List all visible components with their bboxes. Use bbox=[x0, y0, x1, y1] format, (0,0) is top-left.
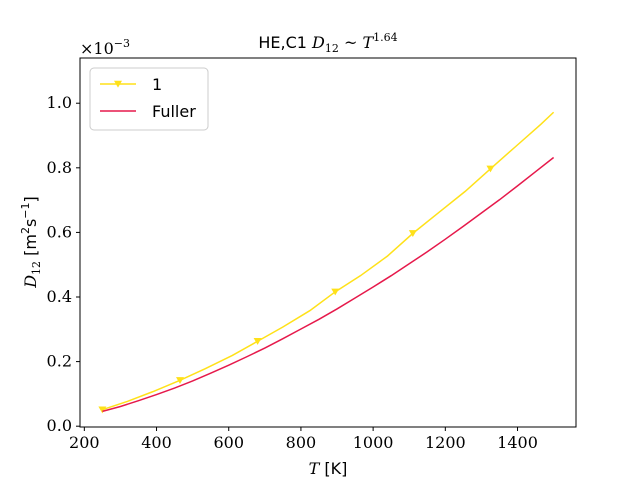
y-tick-label: 0.2 bbox=[47, 352, 72, 371]
plot-frame bbox=[79, 57, 577, 428]
y-tick-label: 0.8 bbox=[47, 158, 72, 177]
y-tick-label: 0.4 bbox=[47, 287, 72, 306]
legend-label-fuller: Fuller bbox=[152, 102, 196, 121]
y-tick-label: 0.6 bbox=[47, 222, 72, 241]
chart-title: HE,C1 D12 ~ T1.64 bbox=[258, 31, 397, 55]
x-tick-label: 1400 bbox=[497, 433, 538, 452]
x-tick-label: 600 bbox=[213, 433, 244, 452]
series-1-marker bbox=[98, 406, 107, 414]
series-line-fuller bbox=[102, 156, 555, 413]
y-offset-label: ×10−3 bbox=[80, 37, 130, 58]
legend-marker-series-1 bbox=[114, 80, 122, 88]
series-1-marker bbox=[486, 165, 495, 173]
legend-label-series-1: 1 bbox=[152, 75, 162, 94]
x-axis-label: T [K] bbox=[309, 459, 348, 478]
series-1-marker bbox=[175, 377, 184, 384]
legend: 1 Fuller bbox=[89, 67, 209, 131]
x-tick-label: 200 bbox=[69, 433, 100, 452]
series-1-marker bbox=[408, 230, 417, 237]
x-tick-label: 1000 bbox=[353, 433, 394, 452]
series-1-marker bbox=[253, 338, 262, 345]
series-1-marker bbox=[331, 288, 340, 296]
y-tick-label: 1.0 bbox=[47, 93, 72, 112]
x-tick-label: 1200 bbox=[425, 433, 466, 452]
x-tick-label: 800 bbox=[286, 433, 317, 452]
y-axis-label: D12 [m2s−1] bbox=[19, 196, 43, 289]
x-tick-label: 400 bbox=[141, 433, 172, 452]
data-layer bbox=[98, 111, 555, 414]
ticks-layer: 200 400 600 800 1000 1200 1400 0.0 0.2 0.4 0.6 0.8 1… bbox=[47, 93, 538, 452]
y-tick-label: 0.0 bbox=[47, 416, 72, 435]
